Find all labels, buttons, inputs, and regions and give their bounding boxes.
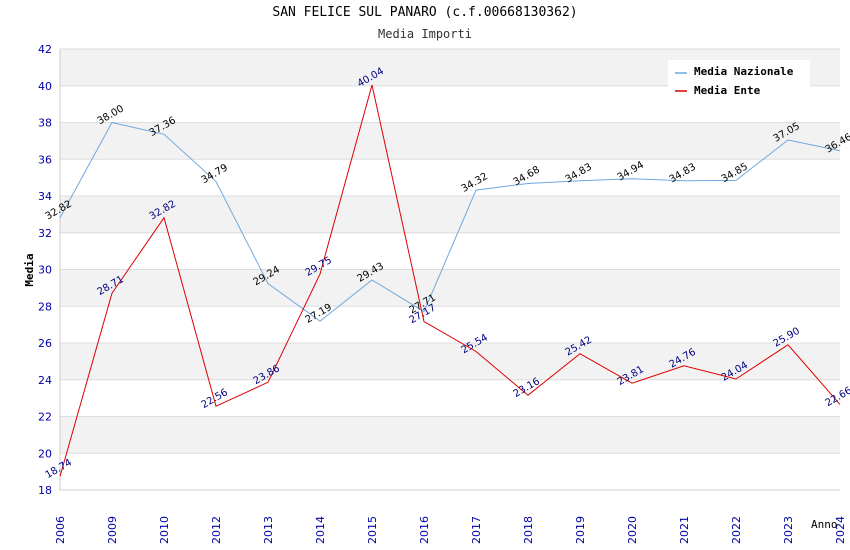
x-tick-label: 2021: [678, 516, 691, 544]
y-tick-label: 28: [38, 300, 52, 313]
y-tick-label: 42: [38, 43, 52, 56]
legend: Media Nazionale Media Ente: [668, 60, 810, 102]
legend-label-ente: Media Ente: [694, 84, 761, 97]
plot-band: [60, 416, 840, 454]
x-tick-label: 2009: [106, 516, 119, 544]
y-tick-label: 32: [38, 227, 52, 240]
x-tick-label: 2018: [522, 516, 535, 544]
x-tick-label: 2006: [54, 516, 67, 544]
plot-band: [60, 269, 840, 307]
y-tick-label: 18: [38, 484, 52, 497]
y-tick-label: 26: [38, 337, 52, 350]
plot-band: [60, 196, 840, 233]
y-tick-label: 30: [38, 264, 52, 277]
y-tick-label: 20: [38, 447, 52, 460]
y-tick-label: 24: [38, 374, 52, 387]
plot-band: [60, 159, 840, 196]
x-tick-label: 2020: [626, 516, 639, 544]
x-tick-label: 2013: [262, 516, 275, 544]
chart-title: SAN FELICE SUL PANARO (c.f.00668130362): [272, 5, 578, 20]
plot-band: [60, 379, 840, 417]
chart-subtitle: Media Importi: [378, 27, 472, 41]
x-axis-label: Anno: [811, 518, 838, 531]
series-lines: [59, 84, 841, 477]
y-tick-label: 38: [38, 117, 52, 130]
x-tick-label: 2024: [834, 516, 847, 544]
x-tick-label: 2023: [782, 516, 795, 544]
legend-label-nazionale: Media Nazionale: [694, 65, 794, 78]
plot-band: [60, 453, 840, 490]
y-tick-label: 40: [38, 80, 52, 93]
plot-band: [60, 306, 840, 343]
x-tick-label: 2015: [366, 516, 379, 544]
x-tick-label: 2010: [158, 516, 171, 544]
y-tick-label: 34: [38, 190, 52, 203]
legend-box: [668, 60, 810, 102]
y-axis-ticks: 18 20 22 24 26 28 30 32 34 36 38 40 42: [38, 43, 52, 497]
series-line-ente: [59, 84, 841, 477]
x-tick-label: 2016: [418, 516, 431, 544]
x-tick-label: 2017: [470, 516, 483, 544]
x-tick-label: 2012: [210, 516, 223, 544]
y-axis-label: Media: [23, 253, 36, 286]
x-tick-label: 2019: [574, 516, 587, 544]
y-tick-label: 22: [38, 411, 52, 424]
x-axis-ticks: 2006 2009 2010 2012 2013 2014 2015 2016 2017 2018…: [54, 516, 847, 544]
grid-lines: [59, 48, 840, 491]
series-line-nazionale: [59, 121, 841, 322]
plot-band: [60, 343, 840, 380]
x-tick-label: 2014: [314, 516, 327, 544]
x-tick-label: 2022: [730, 516, 743, 544]
plot-band: [60, 122, 840, 160]
y-tick-label: 36: [38, 153, 52, 166]
